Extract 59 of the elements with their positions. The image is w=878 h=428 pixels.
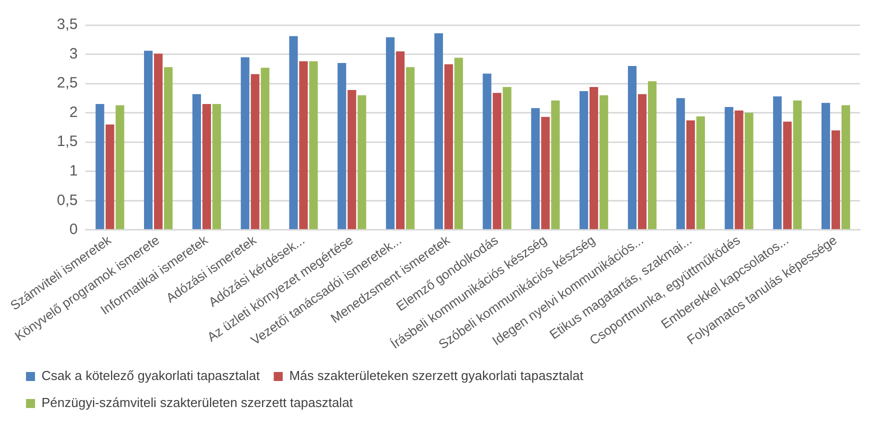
bar	[638, 94, 647, 230]
bar	[744, 112, 754, 230]
bar	[309, 61, 318, 230]
bar	[551, 100, 560, 230]
bar	[154, 54, 163, 230]
bar	[358, 95, 366, 230]
y-tick-label: 3,5	[56, 16, 78, 34]
bar	[260, 68, 270, 230]
bar	[842, 105, 850, 230]
bar	[696, 116, 705, 230]
y-tick-label: 3	[69, 45, 78, 62]
bar	[338, 63, 346, 230]
y-tick-label: 0	[69, 221, 78, 238]
bar	[676, 98, 685, 230]
bar	[590, 87, 598, 230]
bar	[832, 130, 840, 230]
bar	[600, 95, 608, 230]
bar	[492, 92, 502, 230]
bar	[724, 106, 734, 230]
bar	[289, 36, 298, 230]
bar	[454, 58, 463, 230]
bar	[348, 90, 356, 230]
bar	[116, 105, 124, 230]
bar	[502, 87, 512, 230]
bar	[734, 110, 744, 230]
bar	[822, 102, 830, 230]
bar	[482, 74, 492, 230]
bar	[541, 116, 550, 230]
bar	[686, 120, 695, 230]
bar	[96, 104, 104, 230]
bar	[773, 96, 782, 230]
y-tick-label: 1,5	[56, 133, 78, 150]
bar	[192, 94, 201, 230]
bar	[406, 67, 415, 230]
bar	[164, 67, 173, 230]
bar	[396, 51, 405, 230]
bar	[648, 81, 657, 230]
bar	[531, 108, 540, 230]
y-tick-label: 2,5	[56, 74, 78, 92]
bar	[386, 37, 395, 230]
bar	[212, 104, 222, 230]
y-tick-label: 1	[69, 162, 78, 180]
bar	[580, 91, 588, 230]
bar	[202, 104, 211, 230]
bar	[299, 61, 308, 230]
bar	[434, 33, 443, 230]
bar	[144, 50, 153, 230]
bar	[793, 100, 802, 230]
legend-label: Más szakterületeken szerzett gyakorlati tapasztalat	[289, 368, 584, 384]
bar	[628, 66, 637, 230]
legend-label: Pénzügyi-számviteli szakterületen szerzett tapasztalat	[42, 395, 354, 410]
y-tick-label: 0,5	[56, 192, 78, 209]
bar	[106, 124, 114, 230]
bar	[783, 122, 792, 230]
legend-label: Csak a kötelező gyakorlati tapasztalat	[42, 368, 260, 384]
y-tick-label: 2	[69, 104, 78, 121]
bar	[240, 57, 250, 230]
bar	[250, 74, 260, 230]
bar	[444, 64, 453, 230]
